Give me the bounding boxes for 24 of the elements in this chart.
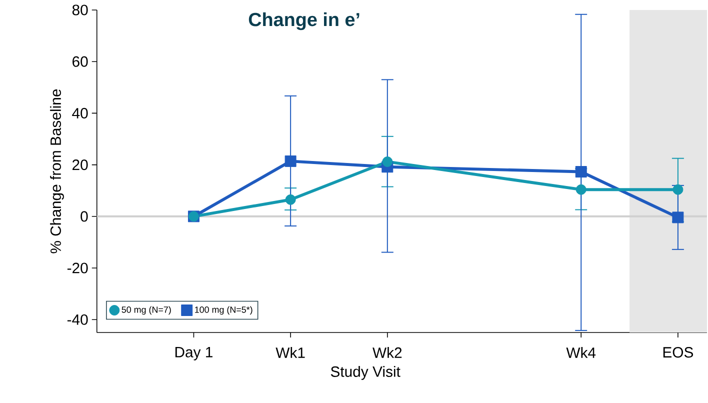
- chart-title: Change in e’: [248, 12, 360, 30]
- x-tick-label: Day 1: [175, 346, 212, 360]
- x-tick-label: Wk4: [566, 346, 596, 358]
- point: [382, 156, 393, 167]
- x-tick-label: EOS: [663, 346, 694, 358]
- point: [672, 211, 684, 223]
- y-tick-label: 60: [72, 56, 88, 67]
- y-tick-label: 0: [80, 210, 88, 222]
- point: [576, 184, 586, 195]
- point: [672, 184, 684, 195]
- point: [284, 155, 296, 167]
- point: [285, 194, 296, 205]
- legend-label: 100 mg (N=5*): [195, 306, 252, 314]
- y-tick-label: -40: [67, 314, 88, 325]
- y-axis-title: % Change from Baseline: [50, 89, 64, 254]
- y-tick-label: -20: [67, 262, 88, 274]
- x-axis-title: Study Visit: [330, 366, 400, 380]
- y-tick-label: 40: [72, 108, 88, 118]
- x-tick-label: Wk2: [372, 346, 402, 358]
- point: [575, 166, 587, 178]
- legend-label: 50 mg (N=7): [122, 306, 171, 314]
- y-tick-label: 80: [72, 4, 88, 16]
- x-tick-label: Wk1: [276, 346, 305, 358]
- y-tick-label: 20: [72, 159, 88, 170]
